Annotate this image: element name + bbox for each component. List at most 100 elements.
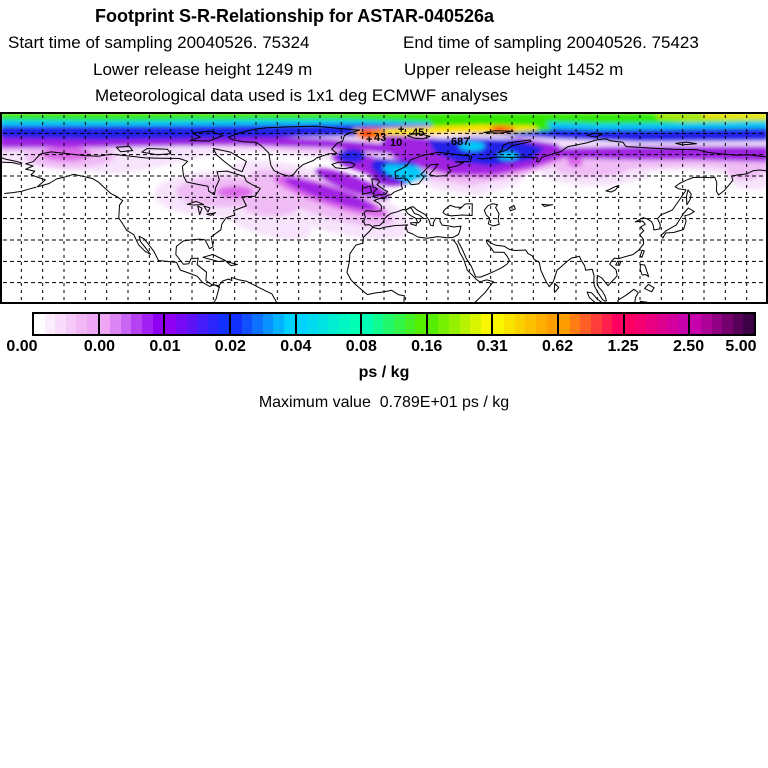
colorbar-cell <box>514 314 526 334</box>
coastline <box>483 203 500 227</box>
colorbar-cell <box>175 314 187 334</box>
colorbar-cell <box>241 314 253 334</box>
world-footprint-map: 43 10 45 687 + + <box>0 112 768 304</box>
units-label: ps / kg <box>358 364 410 381</box>
colorbar-cell <box>328 314 339 334</box>
coastlines <box>0 125 768 304</box>
coastline <box>212 277 278 304</box>
coastline <box>4 186 37 194</box>
colorbar-segment <box>97 314 164 334</box>
coastline <box>497 139 532 154</box>
colorbar-tick-labels: 0.00 0.00 0.01 0.02 0.04 0.08 0.16 0.31 0.62 1.25… <box>0 338 768 358</box>
colorbar-cell <box>362 314 373 334</box>
plume-shape <box>700 114 768 118</box>
colorbar-tick-label: 2.50 <box>672 338 705 355</box>
track-time-label: 45 <box>412 127 424 139</box>
colorbar-tick-label: 0.04 <box>280 338 312 355</box>
track-time-label: 43 <box>374 132 386 144</box>
colorbar-cell <box>317 314 329 334</box>
colorbar-cell <box>480 314 492 334</box>
colorbar-cell <box>415 314 426 334</box>
coastline <box>660 207 695 239</box>
coastline <box>206 212 217 216</box>
colorbar-segment <box>557 314 623 334</box>
colorbar-cell <box>44 314 56 334</box>
colorbar-tick-label: 0.00 <box>6 338 38 355</box>
colorbar-cell <box>186 314 198 334</box>
colorbar-cell <box>656 314 668 334</box>
colorbar-cell <box>230 314 242 334</box>
coastline <box>675 141 697 146</box>
colorbar-cell <box>76 314 88 334</box>
colorbar-tick-label: 0.00 <box>83 338 116 355</box>
colorbar-cell <box>197 314 208 334</box>
colorbar-cell <box>535 314 547 334</box>
coastline <box>212 148 247 173</box>
colorbar-cell <box>624 314 636 334</box>
colorbar-cell <box>546 314 558 334</box>
track-time-label: 10 <box>390 137 402 149</box>
colorbar-cell <box>404 314 416 334</box>
colorbar-cell <box>677 314 689 334</box>
coastline <box>485 169 768 302</box>
colorbar-cell <box>110 314 121 334</box>
colorbar-cell <box>120 314 132 334</box>
colorbar-cell <box>470 314 481 334</box>
colorbar-tick-label: 0.31 <box>476 338 508 355</box>
colorbar-cell <box>690 314 702 334</box>
coastline <box>0 156 23 165</box>
coastline <box>371 178 389 198</box>
colorbar-segment <box>491 314 558 334</box>
colorbar-cell <box>459 314 471 334</box>
colorbar-segment <box>688 314 755 334</box>
colorbar-tick-label: 0.08 <box>345 338 377 355</box>
colorbar-cell <box>283 314 295 334</box>
coastline <box>453 239 494 304</box>
colorbar-cell <box>438 314 450 334</box>
coastline <box>457 240 510 278</box>
coastline <box>410 222 417 227</box>
coastline <box>25 151 261 289</box>
colorbar-tick-label: 0.01 <box>149 338 181 355</box>
end-time-label: End time of sampling 20040526. 75423 <box>403 33 699 52</box>
plume-shape <box>360 130 374 138</box>
coastline <box>639 249 645 258</box>
colorbar-cell <box>394 314 405 334</box>
colorbar-tick-label: 0.02 <box>214 338 246 355</box>
page-title: Footprint S-R-Relationship for ASTAR-040… <box>95 6 495 26</box>
colorbar-cell <box>349 314 361 334</box>
coastline <box>553 283 560 292</box>
plume-shape <box>498 152 518 160</box>
track-time-label: + <box>366 134 372 146</box>
plume-shape <box>494 127 504 131</box>
colorbar <box>32 312 756 336</box>
colorbar-segment <box>34 314 98 334</box>
colorbar-cell <box>55 314 66 334</box>
colorbar-cell <box>307 314 318 334</box>
colorbar-tick-label: 0.16 <box>411 338 443 355</box>
plume-shape <box>224 204 312 240</box>
colorbar-cell <box>372 314 384 334</box>
coastline <box>197 205 203 216</box>
colorbar-cell <box>732 314 744 334</box>
colorbar-cell <box>559 314 570 334</box>
coastline <box>186 200 205 206</box>
colorbar-cell <box>131 314 143 334</box>
colorbar-cell <box>296 314 308 334</box>
colorbar-segment <box>425 314 492 334</box>
lat-lon-grid <box>3 115 765 301</box>
coastline <box>405 206 424 224</box>
colorbar-segment <box>622 314 689 334</box>
coastline <box>227 125 360 177</box>
colorbar-cell <box>165 314 176 334</box>
colorbar-cell <box>383 314 395 334</box>
met-data-label: Meteorological data used is 1x1 deg ECMW… <box>95 86 508 105</box>
coastline <box>346 181 462 304</box>
colorbar-tick-label: 0.62 <box>542 338 574 355</box>
colorbar-tick-label: 5.00 <box>725 338 757 355</box>
plume-shape <box>0 136 388 154</box>
coastline <box>541 203 553 207</box>
coastline <box>615 260 622 266</box>
colorbar-cell <box>743 314 755 334</box>
